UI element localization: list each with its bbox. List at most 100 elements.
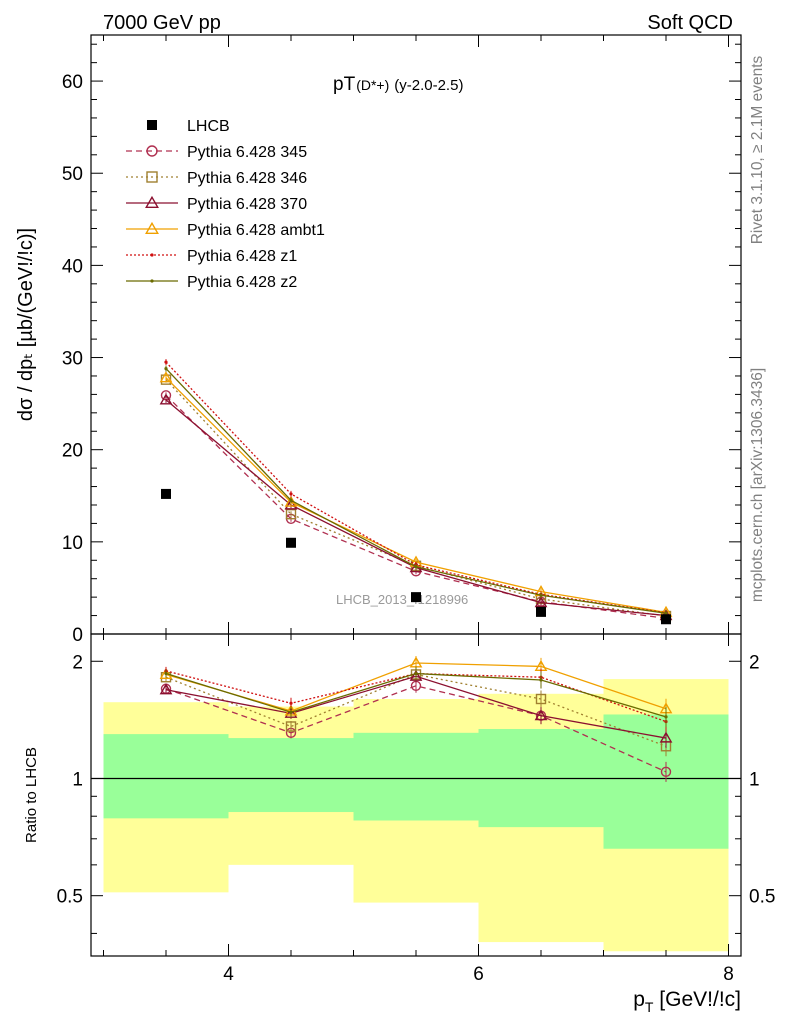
marker-square [285,509,297,520]
header-left: 7000 GeV pp [103,12,221,34]
marker-dot [664,611,668,615]
x-tick-label: 8 [723,964,734,985]
legend: LHCB Pythia 6.428 345 Pythia 6.428 346 Pyth… [126,118,325,291]
marker-dot [164,366,168,371]
ratio-panel: 0.5 0.5 1 1 2 2 4 6 8 Ratio to LHCB pT [GeV!/!c] [23,633,775,1015]
marker-square [535,693,547,705]
marker-circle [660,766,672,778]
marker-dot [664,715,668,719]
marker-triangle [534,596,548,608]
legend-label: Pythia 6.428 370 [187,196,307,213]
ratio-y-tick-label-left: 0.5 [57,887,83,908]
series-5 [164,359,668,616]
series-1 [160,390,672,624]
chart-title-range: (y-2.0-2.5) [394,77,463,94]
chart-title-particle: (D*+) [356,77,389,93]
rivet-version-text: Rivet 3.1.10, ≥ 2.1M events [749,55,766,244]
marker-dot [289,701,293,705]
legend-entry: Pythia 6.428 370 [126,195,307,213]
y-tick-label: 30 [62,349,83,370]
data-point [536,606,546,617]
marker-circle [146,145,158,157]
ratio-series-line [165,685,667,773]
marker-dot [289,498,293,502]
series-6 [164,365,668,617]
marker-triangle [659,731,673,743]
marker-triangle [159,393,173,405]
legend-label: Pythia 6.428 z1 [187,248,297,265]
x-axis-label: pT [GeV!/!c] [633,988,741,1015]
legend-entry: Pythia 6.428 z1 [126,248,297,265]
series-2 [160,374,672,622]
marker-dot [150,279,154,283]
y-axis-label: dσ / dpₜ [µb/(GeV!/!c)] [15,228,37,421]
series-4 [159,371,673,617]
data-series-lhcb [161,488,671,625]
ratio-y-tick-label-left: 1 [72,769,83,790]
legend-entry: Pythia 6.428 345 [126,144,307,161]
legend-entry: Pythia 6.428 ambt1 [126,221,325,239]
series-line [165,377,667,613]
marker-square [285,721,297,732]
header-right: Soft QCD [647,12,733,34]
x-tick-label: 4 [223,964,234,985]
data-point [286,537,296,548]
marker-dot [539,678,543,682]
ratio-y-tick-label-right: 2 [749,652,760,673]
legend-entry: Pythia 6.428 346 [126,170,307,187]
ratio-y-tick-label-right: 1 [749,769,760,790]
chart-title-main: pT [333,74,356,95]
legend-swatch [147,120,157,130]
main-panel: 0 10 20 30 40 50 60 pT(D*+) (y-2.0-2.5) dσ / dpₜ … [15,34,742,646]
data-point [661,614,671,625]
y-tick-label: 20 [62,441,83,462]
series-3 [159,393,673,621]
chart-title: pT(D*+) (y-2.0-2.5) [333,74,463,95]
y-tick-label: 0 [72,625,83,646]
legend-label: LHCB [187,118,230,135]
ratio-y-tick-label-right: 0.5 [749,887,775,908]
legend-entry: LHCB [147,118,230,135]
legend-label: Pythia 6.428 345 [187,144,307,161]
marker-dot [289,710,293,714]
uncertainty-band-inner [353,732,479,821]
data-point [411,592,421,603]
x-tick-label: 6 [473,964,484,985]
marker-dot [539,593,543,597]
marker-dot [150,253,154,257]
legend-entry: Pythia 6.428 z2 [126,274,297,291]
marker-square [146,171,158,183]
marker-triangle [159,371,173,383]
y-tick-label: 60 [62,72,83,93]
marker-dot [414,671,418,676]
uncertainty-band-inner [103,734,229,819]
legend-label: Pythia 6.428 346 [187,170,307,187]
marker-triangle [145,221,159,235]
y-tick-label: 40 [62,256,83,277]
data-point [161,488,171,499]
series-line [165,379,667,617]
marker-dot [414,565,418,569]
series-line [165,399,667,617]
y-tick-label: 10 [62,533,83,554]
marker-triangle [159,683,173,695]
marker-dot [164,671,168,676]
ratio-series-6 [164,666,668,727]
series-line [165,394,667,619]
uncertainty-band-inner [228,738,354,813]
watermark: LHCB_2013_I1218996 [336,592,468,607]
y-tick-label: 50 [62,164,83,185]
marker-triangle [534,709,548,721]
series-line [165,368,667,614]
mcplots-reference-text: mcplots.cern.ch [arXiv:1306.3436] [749,368,766,602]
marker-dot [289,492,293,496]
ratio-y-axis-label: Ratio to LHCB [23,747,40,843]
ratio-series-line [165,673,667,747]
marker-triangle [284,498,298,510]
ratio-y-tick-label-left: 2 [72,652,83,673]
legend-label: Pythia 6.428 z2 [187,274,297,291]
legend-label: Pythia 6.428 ambt1 [187,222,325,239]
marker-dot [164,360,168,364]
marker-triangle [145,195,159,209]
